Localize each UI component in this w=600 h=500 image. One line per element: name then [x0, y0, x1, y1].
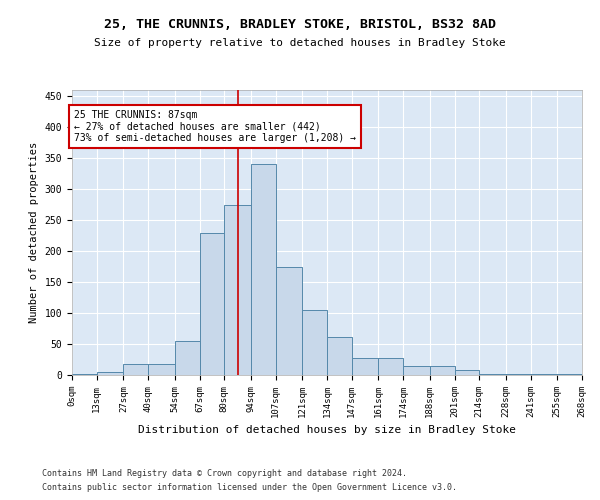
Bar: [403, 366, 430, 375]
Text: Contains public sector information licensed under the Open Government Licence v3: Contains public sector information licen…: [42, 484, 457, 492]
Bar: [557, 374, 582, 375]
X-axis label: Distribution of detached houses by size in Bradley Stoke: Distribution of detached houses by size …: [138, 426, 516, 436]
Text: 25, THE CRUNNIS, BRADLEY STOKE, BRISTOL, BS32 8AD: 25, THE CRUNNIS, BRADLEY STOKE, BRISTOL,…: [104, 18, 496, 30]
Bar: [199, 232, 224, 375]
Text: Size of property relative to detached houses in Bradley Stoke: Size of property relative to detached ho…: [94, 38, 506, 48]
Bar: [275, 266, 302, 375]
Text: Contains HM Land Registry data © Crown copyright and database right 2024.: Contains HM Land Registry data © Crown c…: [42, 468, 407, 477]
Bar: [327, 336, 352, 375]
Bar: [302, 310, 327, 375]
Bar: [479, 374, 506, 375]
Bar: [224, 204, 251, 375]
Bar: [530, 374, 557, 375]
Text: 25 THE CRUNNIS: 87sqm
← 27% of detached houses are smaller (442)
73% of semi-det: 25 THE CRUNNIS: 87sqm ← 27% of detached …: [74, 110, 356, 143]
Bar: [175, 341, 199, 375]
Y-axis label: Number of detached properties: Number of detached properties: [29, 142, 39, 323]
Bar: [72, 374, 97, 375]
Bar: [97, 372, 124, 375]
Bar: [455, 370, 479, 375]
Bar: [506, 374, 530, 375]
Bar: [124, 364, 148, 375]
Bar: [251, 164, 275, 375]
Bar: [379, 358, 403, 375]
Bar: [430, 366, 455, 375]
Bar: [148, 364, 175, 375]
Bar: [352, 358, 379, 375]
